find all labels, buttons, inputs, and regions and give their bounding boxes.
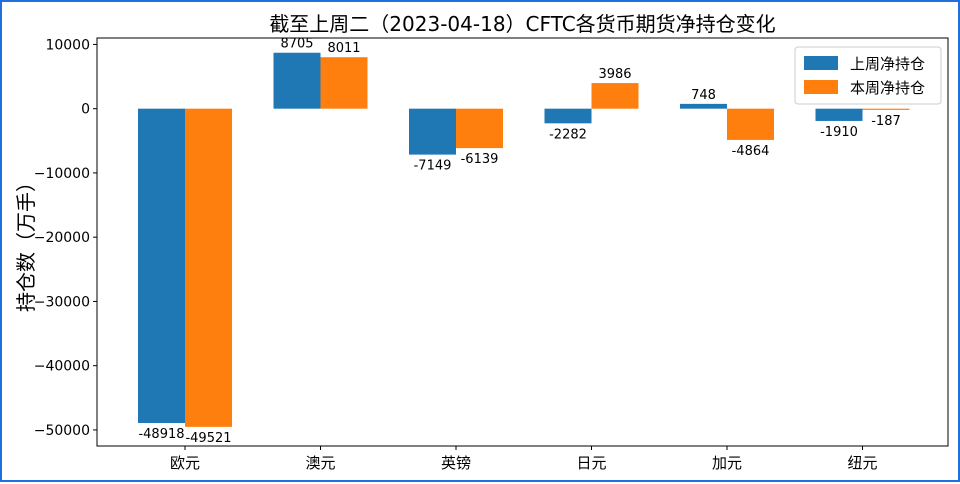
bar <box>591 83 639 109</box>
bars-group: -48918 -49521 8705 8011 -7149 -6139 -2282 3986 7… <box>138 37 910 446</box>
bar-value-label: -7149 <box>414 159 452 174</box>
bar <box>320 57 368 109</box>
bar <box>409 108 456 155</box>
y-tick-label: −30000 <box>34 294 90 310</box>
x-tick-label: 欧元 <box>170 454 200 472</box>
bar-value-label: -1910 <box>820 125 858 140</box>
x-tick-label: 澳元 <box>305 454 335 472</box>
x-tick-label: 加元 <box>712 454 742 472</box>
bar <box>862 108 910 110</box>
bar-value-label: 3986 <box>598 67 631 82</box>
legend-label: 本周净持仓 <box>850 79 925 97</box>
x-tick-label: 纽元 <box>847 454 877 472</box>
bar-value-label: 8705 <box>280 37 313 52</box>
bar <box>456 108 503 149</box>
bar-value-label: 748 <box>691 88 716 103</box>
bar <box>727 108 774 140</box>
y-tick-label: −40000 <box>34 359 90 375</box>
x-tick-label: 日元 <box>576 454 606 472</box>
x-tick-label: 英镑 <box>441 454 471 472</box>
legend-label: 上周净持仓 <box>850 55 925 73</box>
bar <box>544 108 592 124</box>
bar <box>680 103 727 109</box>
bar <box>185 108 232 427</box>
y-tick-label: −50000 <box>34 423 90 439</box>
bar-value-label: -6139 <box>461 152 499 167</box>
y-tick-label: 0 <box>81 102 90 118</box>
y-axis: 10000 0 −10000 −20000 −30000 −40000 −50000 <box>34 37 97 439</box>
y-tick-label: −20000 <box>34 230 90 246</box>
bar <box>138 108 185 423</box>
bar-value-label: -4864 <box>732 144 770 159</box>
y-tick-label: 10000 <box>45 37 90 53</box>
bar-value-label: -187 <box>871 114 901 129</box>
bar <box>815 108 863 121</box>
legend-swatch <box>804 56 838 70</box>
bar <box>273 52 321 109</box>
x-axis: 欧元 澳元 英镑 日元 加元 纽元 <box>170 446 878 472</box>
bar-value-label: -49521 <box>185 431 231 446</box>
chart-title: 截至上周二（2023-04-18）CFTC各货币期货净持仓变化 <box>269 12 775 36</box>
y-tick-label: −10000 <box>34 166 90 182</box>
bar-value-label: -2282 <box>549 127 587 142</box>
plot-area-border <box>96 37 949 447</box>
bar-value-label: -48918 <box>138 427 184 442</box>
legend-swatch <box>804 80 838 94</box>
y-axis-label: 持仓数（万手） <box>14 172 38 312</box>
bar-value-label: 8011 <box>327 41 360 56</box>
